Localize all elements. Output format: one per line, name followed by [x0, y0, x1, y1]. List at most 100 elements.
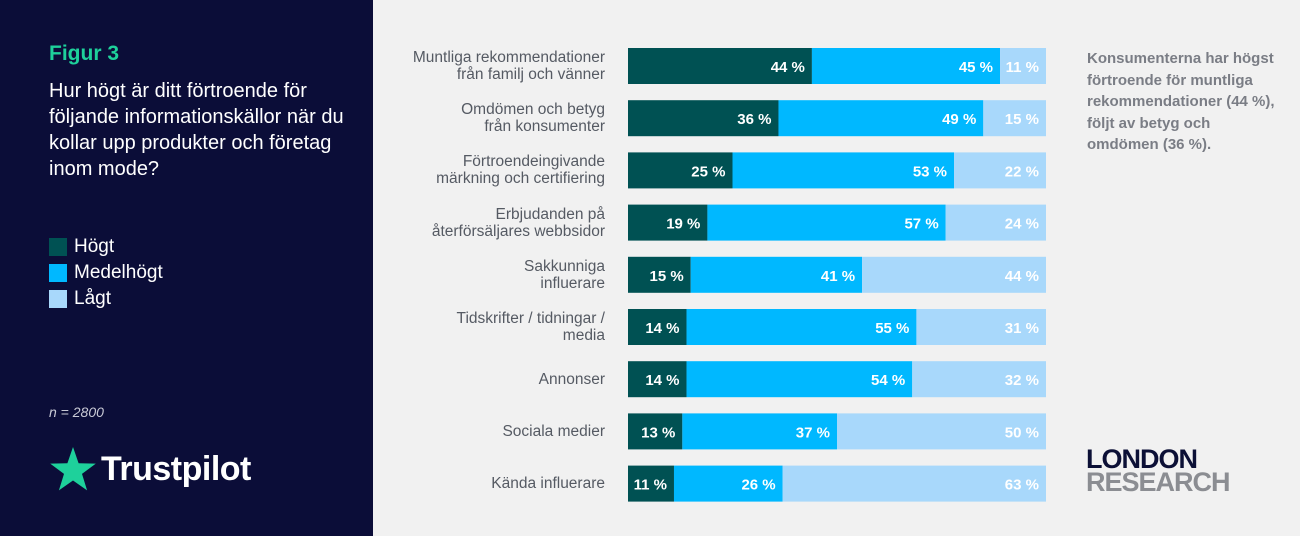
- data-label-high: 36 %: [737, 111, 771, 128]
- bar-segment-medium: [732, 152, 955, 189]
- legend-label-medium: Medelhögt: [74, 262, 163, 283]
- category-label-line: Annonser: [538, 370, 605, 388]
- bar-segment-medium: [707, 204, 946, 241]
- bar-segment-medium: [673, 465, 783, 502]
- category-label-line: Tidskrifter / tidningar /: [456, 310, 605, 327]
- bar-segment-low: [782, 465, 1046, 502]
- data-label-high: 25 %: [691, 163, 725, 180]
- data-label-low: 63 %: [1005, 477, 1039, 494]
- legend-swatch-low: [49, 290, 67, 308]
- data-label-medium: 26 %: [741, 477, 775, 494]
- data-label-low: 50 %: [1005, 424, 1039, 441]
- data-label-high: 14 %: [645, 372, 679, 389]
- bar-segment-low: [983, 100, 1046, 137]
- bar-segment-low: [954, 152, 1046, 189]
- category-label-line: från familj och vänner: [456, 66, 605, 83]
- logo-line-research: RESEARCH: [1086, 467, 1231, 497]
- category-label: Tidskrifter / tidningar / media: [393, 310, 605, 344]
- data-label-high: 15 %: [649, 268, 683, 285]
- bar-segment-medium: [686, 309, 917, 345]
- bar-segment-high: [628, 413, 683, 450]
- data-label-high: 13 %: [641, 424, 675, 441]
- category-label-line: media: [562, 327, 605, 344]
- bar-segment-high: [628, 309, 687, 345]
- data-label-low: 44 %: [1005, 268, 1039, 285]
- data-label-medium: 54 %: [871, 372, 905, 389]
- legend-swatch-medium: [49, 264, 67, 282]
- data-label-low: 32 %: [1005, 372, 1039, 389]
- category-label: Kända influerare: [393, 475, 605, 492]
- bar-segment-low: [912, 361, 1046, 398]
- bar-segment-high: [628, 204, 708, 241]
- bar-segment-high: [628, 256, 691, 293]
- bar-segment-low: [945, 204, 1046, 241]
- category-label-line: återförsäljares webbsidor: [431, 222, 605, 240]
- legend-swatch-high: [49, 238, 67, 256]
- data-label-medium: 41 %: [821, 268, 855, 285]
- category-label: Muntliga rekommendationer från familj och…: [393, 49, 605, 83]
- legend-label-high: Högt: [74, 236, 115, 257]
- category-label: Sakkunniga influerare: [393, 258, 605, 292]
- bar-segment-high: [628, 465, 674, 502]
- category-label-line: Erbjudanden på: [495, 205, 605, 223]
- data-label-high: 19 %: [666, 216, 700, 233]
- category-label: Erbjudanden på återförsäljares webbsidor: [393, 206, 605, 240]
- london-research-logo: LONDON RESEARCH: [1086, 444, 1231, 497]
- data-label-medium: 55 %: [875, 320, 909, 337]
- category-label: Omdömen och betyg från konsumenter: [393, 101, 605, 135]
- bar-segment-medium: [811, 48, 1001, 84]
- data-label-low: 31 %: [1005, 320, 1039, 337]
- data-label-high: 14 %: [645, 320, 679, 337]
- category-label-line: Kända influerare: [491, 475, 605, 493]
- bar-segment-low: [916, 309, 1046, 345]
- data-label-medium: 37 %: [796, 424, 830, 441]
- data-label-low: 22 %: [1005, 163, 1039, 180]
- trustpilot-wordmark: Trustpilot: [101, 449, 251, 488]
- category-label-line: märkning och certifiering: [436, 170, 605, 188]
- star-icon: [50, 447, 96, 491]
- category-label: Förtroendeingivande märkning och certifie…: [393, 153, 605, 187]
- bar-segment-low: [862, 256, 1046, 293]
- bar-segment-medium: [778, 100, 984, 137]
- category-label-line: Förtroendeingivande: [462, 153, 605, 171]
- question-title: Hur högt är ditt förtroende för följande…: [49, 80, 344, 180]
- legend-item-high: Högt: [49, 234, 163, 260]
- bar-segment-medium: [690, 256, 863, 293]
- category-label-line: influerare: [540, 274, 605, 292]
- left-panel: Figur 3 Hur högt är ditt förtroende för …: [0, 0, 373, 536]
- bar-segment-low: [837, 413, 1046, 450]
- bar-segment-low: [1000, 48, 1046, 84]
- bar-segment-medium: [686, 361, 913, 398]
- bar-segment-high: [628, 361, 687, 398]
- category-label: Sociala medier: [393, 423, 605, 440]
- data-label-high: 11 %: [634, 477, 667, 494]
- legend-label-low: Lågt: [74, 288, 111, 309]
- bar-segment-medium: [682, 413, 837, 450]
- category-label-line: Muntliga rekommendationer: [412, 49, 605, 66]
- data-label-medium: 45 %: [959, 59, 993, 76]
- sample-size: n = 2800: [49, 404, 104, 420]
- category-label-line: Sociala medier: [502, 422, 605, 440]
- data-label-low: 15 %: [1005, 111, 1039, 128]
- trustpilot-logo: Trustpilot: [49, 445, 251, 493]
- legend-item-medium: Medelhögt: [49, 260, 163, 286]
- data-label-high: 44 %: [771, 59, 805, 76]
- bar-segment-high: [628, 152, 733, 189]
- category-label: Annonser: [393, 371, 605, 388]
- data-label-medium: 49 %: [942, 111, 976, 128]
- bar-segment-high: [628, 48, 812, 84]
- legend-item-low: Lågt: [49, 286, 163, 312]
- data-label-medium: 53 %: [913, 163, 947, 180]
- category-label-line: Omdömen och betyg: [461, 101, 605, 119]
- legend: Högt Medelhögt Lågt: [49, 234, 163, 312]
- data-label-medium: 57 %: [904, 216, 938, 233]
- summary-note: Konsumenterna har högst förtroende för m…: [1087, 50, 1275, 153]
- bar-segment-high: [628, 100, 779, 137]
- logo-line-london: LONDON: [1086, 444, 1198, 474]
- category-label-line: från konsumenter: [484, 118, 605, 136]
- data-label-low: 11 %: [1006, 59, 1039, 76]
- category-label-line: Sakkunniga: [523, 257, 605, 275]
- data-label-low: 24 %: [1005, 216, 1039, 233]
